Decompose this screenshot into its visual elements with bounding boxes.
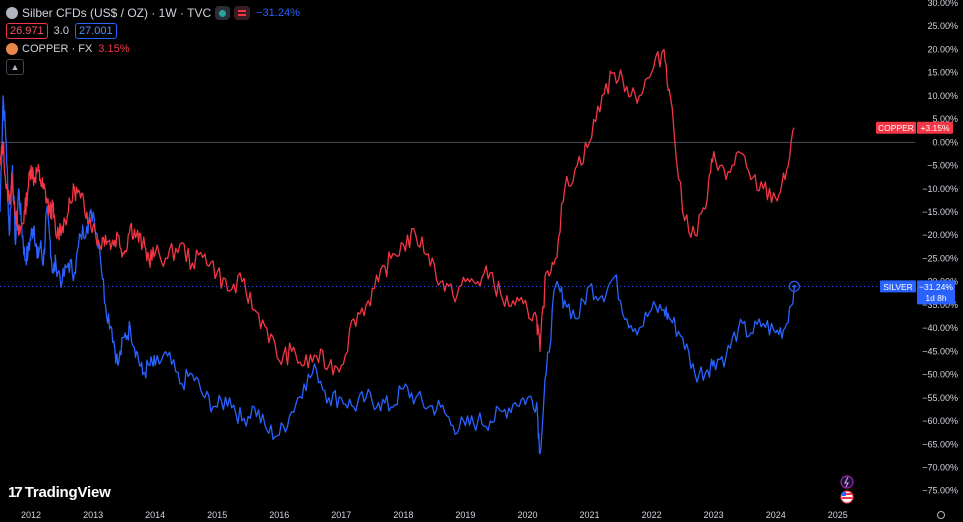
tradingview-logo[interactable]: 17 TradingView [8,484,111,501]
y-tick-label: 25.00% [927,21,958,31]
legend: Silber CFDs (US$ / OZ) · 1W · TVC −31.24… [6,4,300,76]
x-tick-label: 2025 [828,510,848,520]
y-tick-label: −20.00% [922,230,958,240]
logo-text: TradingView [24,484,111,501]
y-tick-label: 10.00% [927,91,958,101]
market-open-dot-icon [219,9,227,17]
copper-symbol-icon [6,43,18,55]
y-tick-label: −65.00% [922,439,958,449]
y-tick-label: −15.00% [922,207,958,217]
y-tick-label: −10.00% [922,184,958,194]
y-tick-label: −5.00% [927,161,958,171]
y-tick-label: −60.00% [922,416,958,426]
x-tick-label: 2018 [393,510,413,520]
change-percent: −31.24% [256,7,300,19]
x-tick-label: 2017 [331,510,351,520]
silver-last-point-dot [792,284,796,288]
silver-tag-value: −31.24% [919,282,953,292]
copper-series-line[interactable] [0,48,795,376]
y-tick-label: −40.00% [922,323,958,333]
x-tick-label: 2021 [580,510,600,520]
x-tick-label: 2019 [455,510,475,520]
y-tick-label: 5.00% [932,114,958,124]
lightning-event-icon[interactable] [840,475,854,489]
y-tick-label: −50.00% [922,370,958,380]
bars-icon [238,10,247,16]
y-tick-label: 20.00% [927,44,958,54]
copper-price-tag: COPPER +3.15% [876,121,953,134]
market-status-button[interactable] [215,6,231,20]
silver-countdown: 1d 8h [925,293,947,303]
x-tick-label: 2024 [766,510,786,520]
copper-tag-label: COPPER [878,123,914,133]
chevron-up-icon[interactable]: ▲ [6,59,24,75]
y-tick-label: −70.00% [922,462,958,472]
silver-price-tag: SILVER −31.24%1d 8h [880,280,955,305]
compare-change: 3.15% [98,43,130,55]
bars-pattern-button[interactable] [234,6,251,20]
y-tick-label: 30.00% [927,0,958,8]
x-tick-label: 2016 [269,510,289,520]
quote-row: 26.971 3.0 27.001 [6,22,300,40]
compare-series-row[interactable]: COPPER · FX 3.15% [6,40,300,58]
y-tick-label: −55.00% [922,393,958,403]
us-flag-event-icon[interactable] [840,490,854,504]
ask-price-button[interactable]: 27.001 [74,23,117,39]
silver-symbol-icon [6,7,18,19]
silver-last-point-marker[interactable] [788,280,800,292]
x-tick-label: 2012 [21,510,41,520]
spread-value: 3.0 [53,25,69,37]
y-tick-label: 0.00% [932,137,958,147]
bid-price-button[interactable]: 26.971 [6,23,48,39]
y-tick-label: 15.00% [927,68,958,78]
y-tick-label: −75.00% [922,486,958,496]
gear-icon[interactable] [937,511,945,519]
x-tick-label: 2023 [704,510,724,520]
compare-symbol-name[interactable]: COPPER · FX [22,43,93,55]
main-series-row[interactable]: Silber CFDs (US$ / OZ) · 1W · TVC −31.24… [6,4,300,22]
y-tick-label: −35.00% [922,300,958,310]
y-tick-label: −45.00% [922,346,958,356]
x-tick-label: 2013 [83,510,103,520]
copper-tag-value: +3.15% [920,123,950,133]
y-tick-label: −25.00% [922,253,958,263]
symbol-title[interactable]: Silber CFDs (US$ / OZ) · 1W · TVC [22,6,212,20]
x-tick-label: 2014 [145,510,165,520]
x-tick-label: 2015 [207,510,227,520]
x-tick-label: 2020 [517,510,537,520]
tradingview-logo-icon: 17 [8,484,23,501]
silver-tag-label: SILVER [883,282,913,292]
x-tick-label: 2022 [642,510,662,520]
silver-series-line[interactable] [0,95,795,455]
collapse-row: ▲ [6,58,300,76]
